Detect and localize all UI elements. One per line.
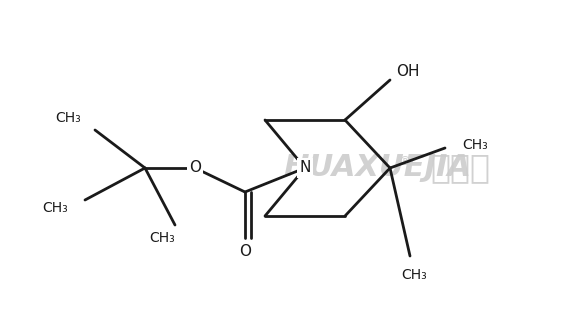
Text: O: O (189, 161, 201, 175)
Text: CH₃: CH₃ (42, 201, 68, 215)
Text: 化学加: 化学加 (430, 151, 490, 185)
Text: CH₃: CH₃ (149, 231, 175, 245)
Text: CH₃: CH₃ (55, 111, 81, 125)
Text: HUAXUEJIA: HUAXUEJIA (283, 154, 471, 182)
Text: OH: OH (396, 65, 419, 79)
Text: O: O (239, 244, 251, 260)
Text: CH₃: CH₃ (401, 268, 427, 282)
Text: ®: ® (399, 156, 411, 169)
Text: CH₃: CH₃ (462, 138, 488, 152)
Text: N: N (299, 161, 311, 175)
